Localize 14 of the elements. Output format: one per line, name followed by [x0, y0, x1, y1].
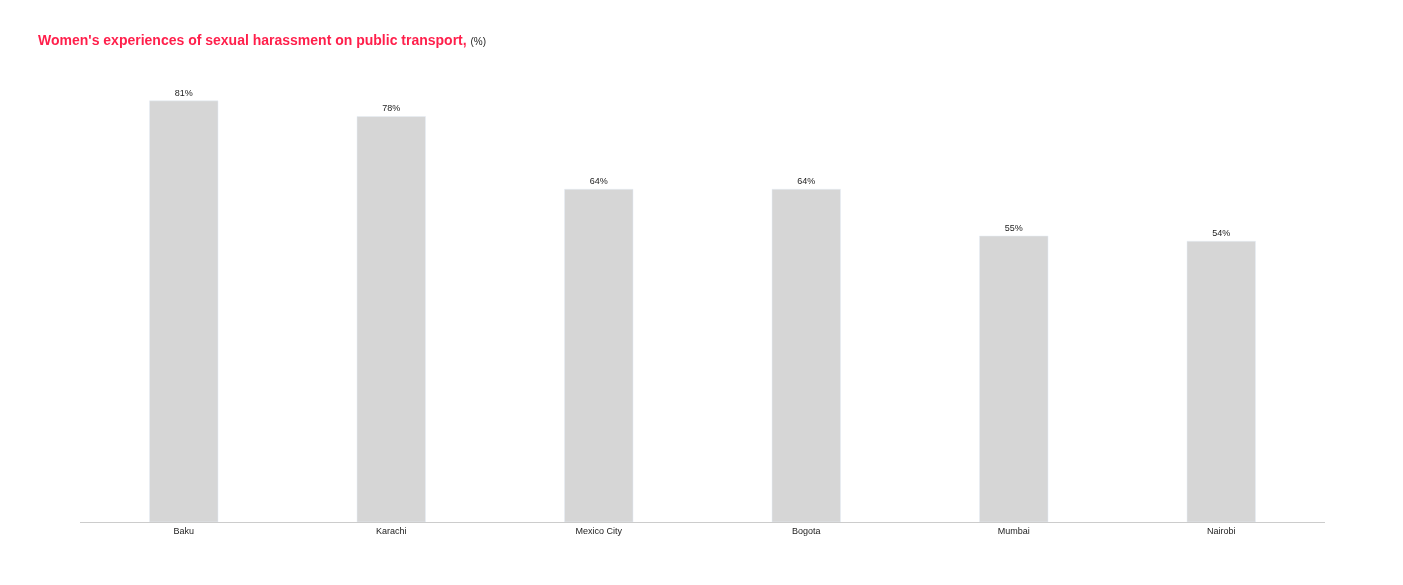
x-tick-label: Mumbai: [997, 525, 1030, 536]
data-label: 64%: [797, 176, 816, 187]
chart-title: Women's experiences of sexual harassment on public transport,: [38, 31, 467, 48]
data-label: 54%: [1212, 228, 1231, 239]
x-tick-label: Mexico City: [575, 525, 623, 536]
data-label: 64%: [589, 176, 608, 187]
data-label: 78%: [382, 103, 401, 114]
x-tick-label: Bogota: [791, 525, 821, 536]
chart-subtitle: (%): [470, 35, 487, 47]
x-tick-label: Baku: [173, 525, 195, 536]
x-tick-label: Nairobi: [1206, 525, 1236, 536]
data-label: 55%: [1004, 223, 1023, 234]
data-label: 81%: [174, 87, 193, 98]
x-tick-label: Karachi: [375, 525, 407, 536]
